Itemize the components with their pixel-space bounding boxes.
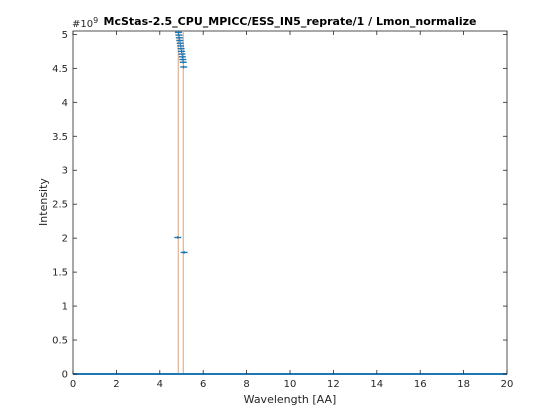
x-tick-label: 16 [414, 379, 427, 390]
x-tick-label: 14 [370, 379, 383, 390]
y-tick-label: 0 [62, 370, 68, 381]
data-point [180, 65, 188, 69]
x-tick-label: 18 [457, 379, 470, 390]
y-tick-label: 3.5 [52, 132, 68, 143]
y-multiplier-label: #109 [72, 16, 98, 30]
data-point [177, 47, 185, 51]
x-tick-label: 8 [243, 379, 249, 390]
y-tick-label: 4 [62, 98, 68, 109]
x-axis-ticks: 0 2 4 6 8 10 12 14 16 18 20 [70, 31, 514, 390]
y-tick-label: 3 [62, 166, 68, 177]
data-point [179, 60, 187, 64]
plot-area [72, 30, 508, 375]
y-multiplier-exponent: 9 [93, 16, 98, 25]
x-axis-label: Wavelength [AA] [244, 393, 337, 406]
stem-lines [177, 31, 184, 374]
y-tick-label: 2 [62, 234, 68, 245]
data-point [178, 49, 185, 53]
data-point [175, 33, 183, 37]
y-multiplier-base: #10 [72, 19, 93, 30]
x-tick-label: 10 [284, 379, 297, 390]
y-tick-label: 1 [62, 302, 68, 313]
y-tick-label: 2.5 [52, 200, 68, 211]
y-axis-ticks: 0 0.5 1 1.5 2 2.5 3 3.5 4 4.5 5 [52, 30, 507, 381]
y-tick-label: 1.5 [52, 268, 68, 279]
x-tick-label: 20 [501, 379, 514, 390]
data-points [174, 30, 188, 254]
data-point [174, 235, 182, 239]
data-point [176, 39, 184, 43]
y-tick-label: 0.5 [52, 336, 68, 347]
y-tick-label: 5 [62, 30, 68, 41]
data-point [177, 44, 185, 48]
y-axis-label: Intensity [37, 178, 50, 226]
data-point [179, 58, 187, 62]
data-point [178, 52, 186, 56]
data-point [180, 250, 188, 254]
x-tick-label: 6 [200, 379, 206, 390]
data-point [174, 30, 182, 34]
x-tick-label: 2 [113, 379, 119, 390]
data-point [176, 41, 184, 45]
chart-title: McStas-2.5_CPU_MPICC/ESS_IN5_reprate/1 /… [104, 15, 477, 28]
x-tick-label: 4 [157, 379, 163, 390]
data-point [178, 55, 186, 59]
data-point [175, 36, 183, 40]
x-tick-label: 12 [327, 379, 340, 390]
x-tick-label: 0 [70, 379, 76, 390]
y-tick-label: 4.5 [52, 64, 68, 75]
